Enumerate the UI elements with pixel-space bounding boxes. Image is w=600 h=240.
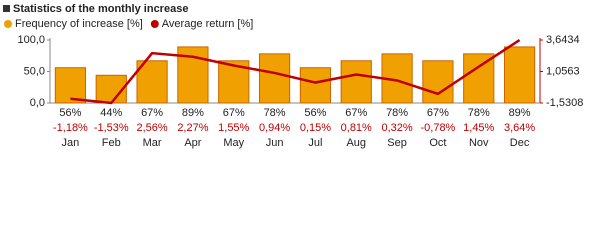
x-tick-label: Mar <box>143 137 162 149</box>
value-label: 0,15% <box>300 122 331 134</box>
y2-tick-label: 1,0563 <box>546 65 580 77</box>
y2-tick-label: -1,5308 <box>546 97 583 109</box>
bar <box>340 60 372 104</box>
x-tick-label: Jun <box>266 137 284 149</box>
y2-tick-label: 3,6434 <box>546 34 580 46</box>
y-tick-label: 50,0 <box>24 65 45 77</box>
x-tick-label: Apr <box>184 137 201 149</box>
bar <box>503 46 536 104</box>
bar <box>258 53 291 104</box>
x-tick-label: Nov <box>469 137 489 149</box>
bar <box>54 67 87 104</box>
value-label: 2,56% <box>136 122 167 134</box>
bar <box>463 53 495 104</box>
x-tick-label: Oct <box>429 137 446 149</box>
line <box>70 38 521 105</box>
value-label: -1,18% <box>53 122 88 134</box>
legend-marker <box>150 20 159 28</box>
legend-label: Frequency of increase [%] <box>15 18 143 30</box>
value-label: 44% <box>100 107 122 119</box>
value-label: 56% <box>59 107 81 119</box>
x-tick-label: May <box>223 137 244 149</box>
value-label: 78% <box>264 107 286 119</box>
value-label: 3,64% <box>504 122 535 134</box>
x-tick-label: Jul <box>308 137 322 149</box>
x-tick-label: Jan <box>62 137 80 149</box>
bar <box>422 60 454 104</box>
value-label: 0,94% <box>259 122 290 134</box>
value-label: 89% <box>182 107 204 119</box>
value-label: 1,55% <box>218 122 249 134</box>
value-label: 67% <box>141 107 163 119</box>
value-label: 78% <box>386 107 408 119</box>
legend-label: Average return [%] <box>162 18 254 30</box>
value-label: 0,32% <box>381 122 412 134</box>
bar <box>136 60 168 104</box>
x-tick-label: Aug <box>346 137 366 149</box>
value-label: 0,81% <box>341 122 372 134</box>
value-label: 89% <box>509 107 531 119</box>
y-tick-label: 0,0 <box>30 97 45 109</box>
value-label: -1,53% <box>94 122 129 134</box>
chart: Statistics of the monthly increase Frequ… <box>3 3 583 149</box>
value-label: 2,27% <box>177 122 208 134</box>
x-tick-label: Feb <box>102 137 121 149</box>
chart-title: Statistics of the monthly increase <box>13 3 188 15</box>
x-tick-label: Sep <box>387 137 407 149</box>
value-label: 67% <box>223 107 245 119</box>
value-label: -0,78% <box>420 122 455 134</box>
legend-marker <box>4 20 12 28</box>
x-tick-label: Dec <box>510 137 530 149</box>
y-tick-label: 100,0 <box>17 34 45 46</box>
title-icon <box>3 5 10 12</box>
value-label: 67% <box>345 107 367 119</box>
value-label: 67% <box>427 107 449 119</box>
value-label: 56% <box>304 107 326 119</box>
value-label: 1,45% <box>463 122 494 134</box>
bar <box>299 67 332 104</box>
value-label: 78% <box>468 107 490 119</box>
